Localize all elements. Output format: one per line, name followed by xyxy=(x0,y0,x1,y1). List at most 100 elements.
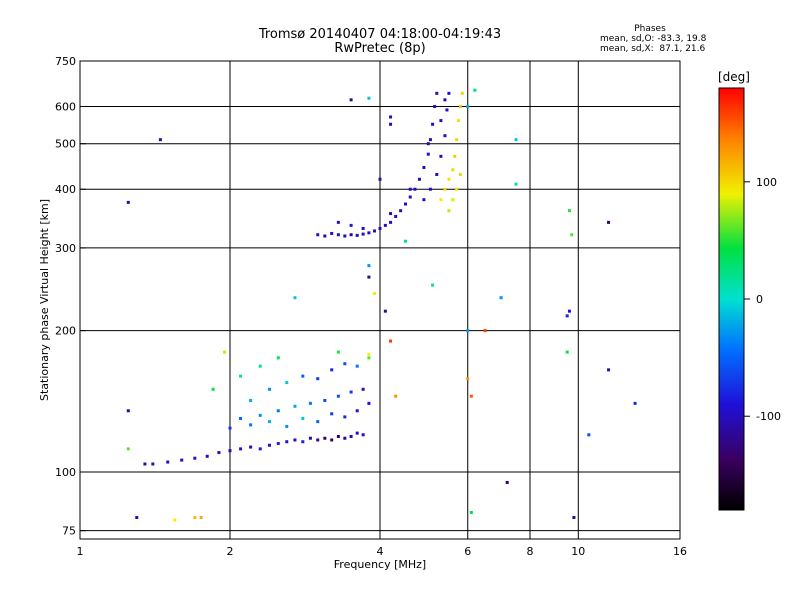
data-point xyxy=(336,220,340,224)
data-point xyxy=(267,420,271,424)
x-tick-label: 2 xyxy=(227,545,234,558)
data-point xyxy=(389,122,393,126)
data-point xyxy=(439,154,443,158)
data-point xyxy=(343,362,347,366)
data-point xyxy=(431,122,435,126)
data-point xyxy=(349,98,353,102)
data-point xyxy=(361,433,365,437)
data-point xyxy=(389,212,393,216)
colorbar-tick-label: -100 xyxy=(756,410,781,423)
data-point xyxy=(451,198,455,202)
data-point xyxy=(239,416,243,420)
data-point xyxy=(443,187,447,191)
data-point xyxy=(199,516,203,520)
chart-subtitle: RwPretec (8p) xyxy=(334,41,426,56)
data-point xyxy=(323,398,327,402)
data-point xyxy=(239,447,243,451)
data-point xyxy=(301,440,305,444)
data-point xyxy=(330,438,334,442)
data-point xyxy=(466,329,470,333)
data-point xyxy=(285,381,289,385)
data-point xyxy=(361,387,365,391)
chart-title: Tromsø 20140407 04:18:00-04:19:43 xyxy=(258,27,502,42)
phase-stats: Phases mean, sd,O: -83.3, 19.8 mean, sd,… xyxy=(600,24,706,54)
y-axis-label: Stationary phase Virtual Height [km] xyxy=(38,199,51,401)
data-point xyxy=(567,209,571,213)
data-point xyxy=(367,401,371,405)
data-point xyxy=(239,374,243,378)
data-point xyxy=(180,458,184,462)
data-point xyxy=(301,416,305,420)
phase-stats-x: mean, sd,X: 87.1, 21.6 xyxy=(600,44,706,54)
x-tick-label: 10 xyxy=(571,545,585,558)
data-point xyxy=(567,309,571,313)
data-point xyxy=(293,438,297,442)
data-point xyxy=(276,356,280,360)
data-point xyxy=(428,138,432,142)
data-point xyxy=(447,209,451,213)
data-point xyxy=(316,438,320,442)
data-point xyxy=(378,177,382,181)
data-point xyxy=(355,431,359,435)
data-point xyxy=(151,462,155,466)
axis-ticks: 1 2 4 6 8 10 16 75 100 200 300 400 500 600 750 xyxy=(55,55,687,558)
x-tick-label: 1 xyxy=(77,545,84,558)
data-point xyxy=(143,462,147,466)
data-point xyxy=(361,226,365,230)
data-point xyxy=(355,364,359,368)
data-point xyxy=(336,233,340,237)
data-point xyxy=(439,119,443,123)
data-point xyxy=(455,138,459,142)
data-point xyxy=(435,91,439,95)
data-point xyxy=(383,309,387,313)
data-point xyxy=(258,364,262,368)
data-point xyxy=(193,516,197,520)
data-point xyxy=(330,368,334,372)
data-point xyxy=(607,368,611,372)
data-point xyxy=(587,433,591,437)
data-point xyxy=(408,187,412,191)
data-point xyxy=(126,447,130,451)
data-point xyxy=(565,350,569,354)
data-point xyxy=(469,394,473,398)
data-point xyxy=(293,296,297,300)
data-point xyxy=(336,350,340,354)
data-point xyxy=(135,516,139,520)
data-point xyxy=(389,220,393,224)
data-point xyxy=(433,105,437,109)
data-point xyxy=(570,233,574,237)
data-point xyxy=(439,198,443,202)
x-tick-label: 6 xyxy=(464,545,471,558)
data-point xyxy=(301,374,305,378)
y-tick-label: 750 xyxy=(55,55,76,68)
y-tick-label: 200 xyxy=(55,325,76,338)
data-point xyxy=(343,234,347,238)
data-point xyxy=(343,415,347,419)
data-point xyxy=(308,436,312,440)
data-point xyxy=(126,200,130,204)
data-point xyxy=(422,165,426,169)
data-point xyxy=(453,154,457,158)
data-point xyxy=(466,105,470,109)
data-point xyxy=(466,377,470,381)
data-point xyxy=(394,394,398,398)
data-point xyxy=(445,108,449,112)
y-tick-label: 300 xyxy=(55,242,76,255)
data-point xyxy=(431,283,435,287)
data-point xyxy=(428,187,432,191)
data-point xyxy=(565,314,569,318)
data-point xyxy=(607,220,611,224)
data-point xyxy=(355,409,359,413)
data-point xyxy=(443,134,447,138)
data-point xyxy=(349,435,353,439)
data-point xyxy=(249,398,253,402)
data-point xyxy=(361,232,365,236)
data-point xyxy=(483,329,487,333)
data-point xyxy=(323,234,327,238)
data-point xyxy=(285,424,289,428)
data-point xyxy=(336,394,340,398)
data-point xyxy=(336,435,340,439)
data-point xyxy=(413,187,417,191)
data-point xyxy=(267,387,271,391)
data-point xyxy=(572,516,576,520)
